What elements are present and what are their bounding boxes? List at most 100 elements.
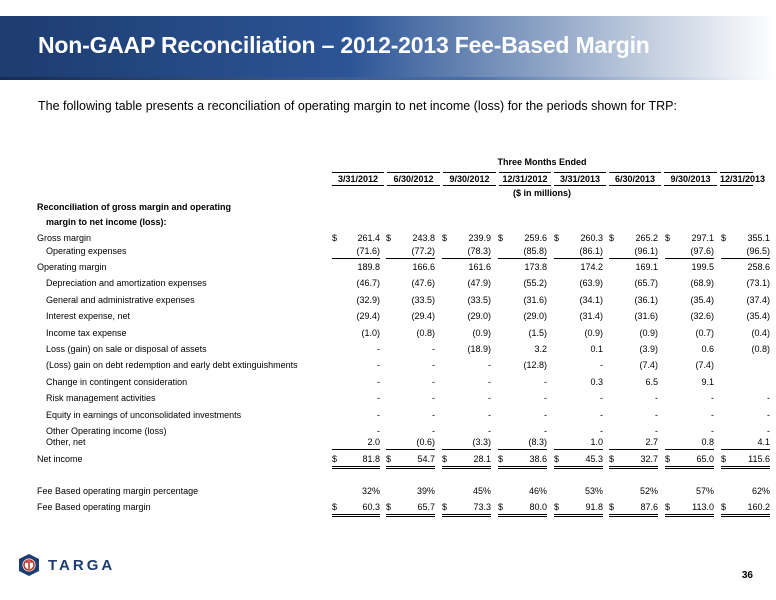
cell-value: 45.3 (585, 453, 603, 464)
row-label: Depreciation and amortization expenses (46, 278, 207, 289)
cell-value: - (432, 409, 435, 420)
cell-value: (31.6) (634, 311, 658, 322)
cell-value: - (488, 393, 491, 404)
table-cell: - (442, 410, 491, 422)
table-cell: 169.1 (609, 262, 658, 274)
row-label: Fee Based operating margin percentage (37, 485, 199, 496)
table-cell: 4.1 (721, 437, 770, 451)
table-cell: 0.3 (554, 377, 603, 389)
currency-symbol: $ (609, 453, 615, 464)
cell-value: 0.6 (701, 343, 714, 354)
cell-value: 65.0 (696, 453, 714, 464)
table-cell: (33.5) (386, 295, 435, 307)
table-cell: (29.4) (386, 311, 435, 323)
column-header: 9/30/2013 (664, 172, 717, 186)
cell-value: - (544, 409, 547, 420)
cell-value: - (711, 409, 714, 420)
table-cell: (0.9) (554, 328, 603, 340)
cell-value: (78.3) (467, 245, 491, 256)
table-cell: (29.0) (442, 311, 491, 323)
column-header-row: 3/31/2012 6/30/2012 9/30/2012 12/31/2012 3/3… (0, 172, 776, 186)
table-row: Equity in earnings of unconsolidated inv… (37, 409, 770, 423)
cell-value: - (767, 393, 770, 404)
table-row: Loss (gain) on sale or disposal of asset… (37, 343, 770, 357)
table-cell: $355.1 (721, 233, 770, 245)
table-cell: (46.7) (332, 278, 380, 290)
table-cell: - (609, 426, 658, 438)
currency-symbol: $ (332, 233, 338, 243)
cell-value: (3.9) (639, 343, 658, 354)
cell-value: 62% (751, 485, 770, 496)
table-cell: 0.1 (554, 344, 603, 356)
table-cell: 39% (386, 486, 435, 498)
table-row: Interest expense, net (29.4) (29.4) (29.0) (… (37, 311, 770, 324)
table-cell: (31.6) (498, 295, 547, 307)
cell-value: (29.0) (523, 311, 547, 322)
table-cell: - (332, 410, 380, 422)
currency-symbol: $ (554, 502, 560, 513)
cell-value: (33.5) (467, 294, 491, 305)
table-cell: (34.1) (554, 295, 603, 307)
cell-value: (32.6) (690, 311, 714, 322)
table-cell: $115.6 (721, 454, 770, 469)
cell-value: (77.2) (411, 245, 435, 256)
cell-value: (96.1) (634, 245, 658, 256)
units-label: ($ in millions) (512, 188, 571, 198)
cell-value: (63.9) (579, 278, 603, 289)
cell-value: 355.1 (747, 233, 770, 243)
table-cell: $91.8 (554, 502, 603, 518)
cell-value: (46.7) (356, 278, 380, 289)
cell-value: (71.6) (356, 245, 380, 256)
table-cell: (1.5) (498, 328, 547, 340)
column-header: 3/31/2012 (332, 172, 384, 186)
column-group-header: Three Months Ended (497, 157, 587, 167)
cell-value: 199.5 (691, 261, 714, 272)
table-cell: 52% (609, 486, 658, 498)
table-cell: (68.9) (665, 278, 714, 290)
row-label: Operating margin (37, 261, 107, 272)
page-number: 36 (741, 570, 753, 581)
cell-value: 91.8 (585, 502, 603, 513)
table-cell: $54.7 (386, 454, 435, 469)
table-cell: $243.8 (386, 233, 435, 245)
table-row: Operating expenses (71.6) (77.2) (78.3) (85.… (37, 245, 770, 259)
row-label: (Loss) gain on debt redemption and early… (46, 360, 298, 371)
cell-value: - (488, 425, 491, 436)
logo-text: TARGA (48, 556, 116, 574)
table-row: Other, net 2.0 (0.6) (3.3) (8.3) 1.0 2.7 0.8 4.1 (37, 437, 770, 451)
cell-value: (68.9) (690, 278, 714, 289)
table-cell: $297.1 (665, 233, 714, 245)
cell-value: - (767, 409, 770, 420)
cell-value: 239.9 (468, 233, 491, 243)
cell-value: 260.3 (580, 233, 603, 243)
currency-symbol: $ (442, 233, 448, 243)
table-cell: - (332, 344, 380, 356)
cell-value: (0.9) (472, 327, 491, 338)
table-cell: 1.0 (554, 437, 603, 451)
cell-value: 258.6 (747, 261, 770, 272)
table-cell: - (332, 393, 380, 405)
table-cell: 166.6 (386, 262, 435, 274)
cell-value: (36.1) (634, 294, 658, 305)
cell-value: - (544, 376, 547, 387)
row-label: Equity in earnings of unconsolidated inv… (46, 409, 242, 420)
row-label: Change in contingent consideration (46, 376, 188, 387)
cell-value: 0.1 (590, 343, 603, 354)
column-header: 12/31/2012 (499, 172, 551, 186)
cell-value: 9.1 (701, 376, 714, 387)
table-cell: (32.9) (332, 295, 380, 307)
table-cell: 57% (665, 486, 714, 498)
table-cell: 161.6 (442, 262, 491, 274)
cell-value: (1.5) (528, 327, 547, 338)
cell-value: (73.1) (746, 278, 770, 289)
cell-value: (33.5) (411, 294, 435, 305)
cell-value: 174.2 (580, 261, 603, 272)
column-header: 3/31/2013 (554, 172, 606, 186)
cell-value: (0.8) (751, 343, 770, 354)
table-cell (721, 360, 770, 372)
cell-value: (0.7) (695, 327, 714, 338)
cell-value: - (432, 343, 435, 354)
slide-title: Non-GAAP Reconciliation – 2012-2013 Fee-… (38, 32, 650, 58)
table-cell: (3.9) (609, 344, 658, 356)
table-cell: 46% (498, 486, 547, 498)
